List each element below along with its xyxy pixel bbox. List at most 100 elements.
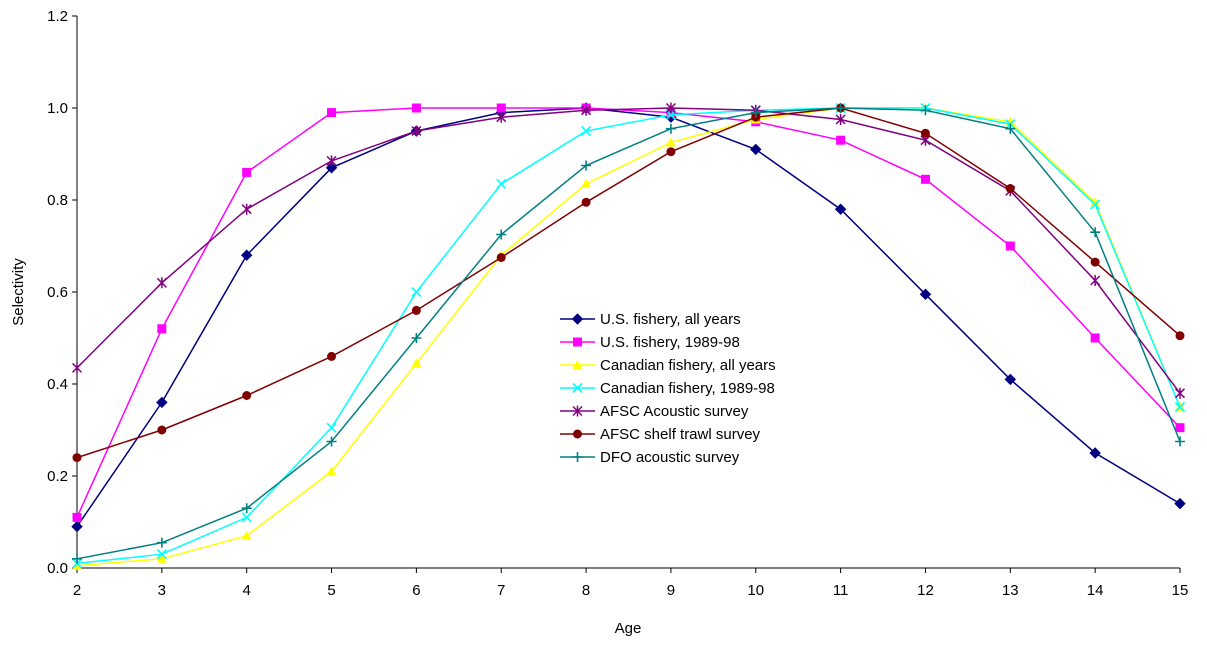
data-point [327, 108, 337, 118]
data-point [411, 333, 422, 343]
data-point [834, 203, 847, 215]
series-line [76, 107, 1181, 528]
data-point [1090, 199, 1101, 210]
data-point [581, 160, 592, 171]
data-point [157, 425, 167, 435]
data-point [72, 512, 82, 522]
x-tick-label: 4 [243, 582, 251, 599]
data-point [920, 174, 930, 184]
data-point [835, 103, 846, 113]
series-line [76, 107, 1181, 560]
legend-swatch-marker [571, 313, 584, 325]
data-point [1174, 401, 1186, 413]
data-point [581, 178, 592, 188]
data-point [327, 351, 337, 361]
data-point [1090, 227, 1101, 238]
x-tick-label: 7 [497, 582, 505, 599]
x-tick-label: 13 [1002, 582, 1019, 599]
data-point [581, 104, 592, 116]
x-axis-ticks: 2 3 4 5 6 7 8 9 10 11 12 13 14 15 [73, 568, 1189, 599]
legend-swatch-marker [572, 360, 583, 369]
data-point [750, 143, 762, 156]
series-line [76, 107, 1181, 394]
data-point [157, 324, 167, 334]
data-point [1005, 123, 1016, 134]
y-tick-label: 0.6 [47, 284, 68, 301]
data-point [1175, 436, 1185, 447]
data-point [665, 102, 676, 114]
data-point [326, 436, 337, 447]
data-point [919, 288, 932, 301]
x-tick-label: 6 [412, 582, 420, 599]
series-layer [71, 102, 1186, 570]
data-point [72, 553, 82, 564]
data-point [1175, 331, 1185, 341]
data-point [242, 391, 252, 400]
data-point [72, 453, 82, 463]
x-tick-label: 9 [667, 582, 675, 599]
legend-swatch-marker [572, 452, 583, 462]
data-point [835, 114, 846, 125]
data-point [156, 396, 168, 409]
y-axis-title: Selectivity [10, 258, 27, 326]
data-point [240, 249, 253, 261]
data-point [71, 520, 83, 533]
data-point [496, 229, 507, 240]
data-point [1174, 387, 1186, 399]
legend-label: AFSC Acoustic survey [600, 403, 749, 420]
legend-item: Canadian fishery, 1989-98 [560, 380, 775, 397]
data-point [241, 512, 252, 523]
legend-item: Canadian fishery, all years [560, 357, 776, 374]
data-point [411, 286, 422, 298]
legend-label: U.S. fishery, all years [600, 311, 741, 328]
legend-item: U.S. fishery, 1989-98 [560, 334, 740, 351]
data-point [1005, 241, 1015, 251]
data-point [156, 549, 167, 560]
data-point [156, 553, 167, 563]
legend-swatch-marker [572, 405, 583, 417]
data-point [156, 277, 167, 289]
data-point [1089, 447, 1101, 459]
x-tick-label: 8 [582, 582, 590, 599]
data-point [326, 422, 337, 433]
data-point [325, 162, 338, 174]
data-point [1090, 333, 1100, 343]
legend-swatch-marker [572, 382, 583, 394]
series-5 [72, 103, 1185, 463]
series-6 [72, 103, 1185, 564]
data-point [71, 362, 83, 374]
legend-swatch-marker [573, 429, 582, 439]
y-tick-label: 0.8 [47, 192, 68, 209]
x-tick-label: 10 [747, 582, 764, 599]
data-point [411, 358, 422, 368]
data-point [241, 530, 252, 540]
data-point [496, 103, 506, 113]
data-point [156, 537, 167, 548]
x-tick-label: 5 [327, 582, 335, 599]
data-point [242, 167, 252, 177]
data-point [920, 128, 930, 138]
legend-label: U.S. fishery, 1989-98 [600, 334, 740, 351]
legend-label: Canadian fishery, all years [600, 357, 776, 374]
y-tick-label: 0.4 [47, 376, 68, 393]
data-point [496, 111, 507, 123]
x-tick-label: 15 [1172, 582, 1189, 599]
data-point [241, 203, 252, 215]
legend: U.S. fishery, all years U.S. fishery, 198… [560, 311, 776, 466]
legend-item: U.S. fishery, all years [560, 311, 741, 328]
data-point [411, 305, 421, 315]
x-tick-label: 11 [833, 582, 849, 599]
data-point [1174, 497, 1186, 510]
data-point [411, 103, 421, 113]
legend-label: AFSC shelf trawl survey [600, 426, 761, 443]
legend-item: DFO acoustic survey [560, 449, 740, 466]
x-axis-title: Age [615, 620, 642, 637]
x-tick-label: 12 [917, 582, 934, 599]
data-point [1090, 257, 1100, 267]
y-axis-ticks: 0.0 0.2 0.4 0.6 0.8 1.0 1.2 [47, 8, 77, 577]
data-point [72, 560, 82, 570]
data-point [750, 107, 761, 118]
data-point [1004, 373, 1017, 386]
data-point [836, 135, 846, 145]
